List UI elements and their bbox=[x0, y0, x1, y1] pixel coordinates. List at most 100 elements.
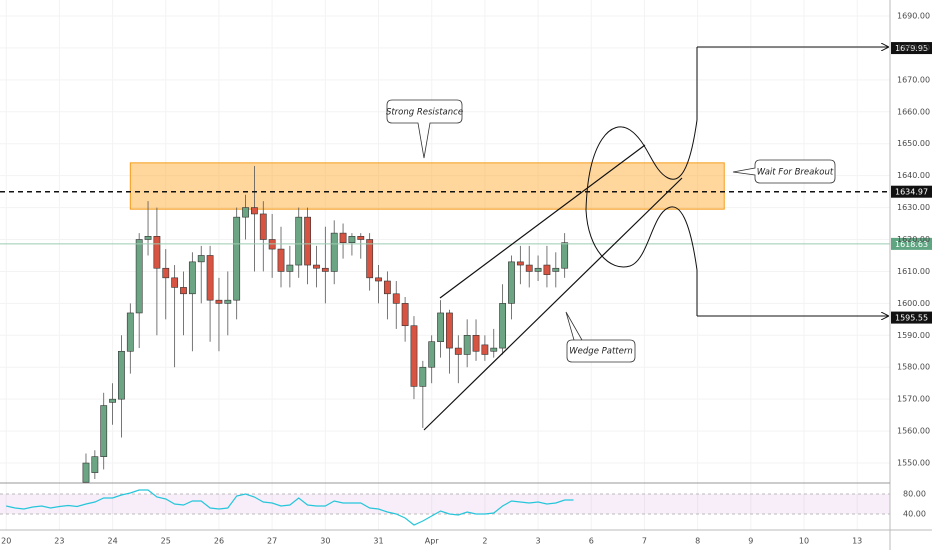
rsi-tick-label: 40.00 bbox=[903, 510, 926, 519]
y-tick-label: 1660.00 bbox=[897, 107, 930, 116]
candle-body bbox=[330, 232, 338, 272]
x-tick-label: 24 bbox=[107, 537, 117, 546]
candle-body bbox=[259, 213, 267, 240]
callouts bbox=[386, 99, 836, 363]
x-tick-label: 9 bbox=[748, 537, 753, 546]
candle-body bbox=[534, 267, 542, 272]
price-label: 1634.97 bbox=[895, 188, 928, 197]
y-tick-label: 1650.00 bbox=[897, 139, 930, 148]
y-tick-label: 1670.00 bbox=[897, 75, 930, 84]
candle-body bbox=[392, 293, 400, 304]
candle-body bbox=[419, 366, 427, 387]
candle-body bbox=[91, 456, 99, 473]
candle-body bbox=[375, 277, 382, 282]
candle-body bbox=[383, 280, 391, 295]
candle-body bbox=[401, 303, 409, 327]
x-tick-label: 13 bbox=[852, 537, 862, 546]
axes: 1550.00 1560.00 1570.00 1580.00 1590.00 1600.… bbox=[1, 11, 930, 545]
price-label-bg bbox=[891, 185, 932, 198]
candle-body bbox=[357, 236, 365, 240]
candle-body bbox=[295, 216, 303, 266]
candle-body bbox=[499, 303, 507, 349]
x-tick-label: 31 bbox=[373, 537, 383, 546]
annotation: Wait For Breakout bbox=[757, 168, 834, 178]
candle-body bbox=[508, 261, 515, 304]
candle-body bbox=[516, 261, 524, 266]
candle-body bbox=[135, 239, 143, 314]
candle-body bbox=[180, 287, 187, 295]
candle-body bbox=[437, 312, 444, 342]
breakout-curve-down bbox=[585, 206, 698, 271]
resistance-zone bbox=[129, 162, 725, 210]
candle-body bbox=[197, 255, 205, 263]
x-tick-label: 10 bbox=[799, 537, 809, 546]
y-tick-label: 1640.00 bbox=[897, 171, 930, 180]
candle-body bbox=[233, 216, 241, 301]
candle-body bbox=[446, 312, 453, 349]
drawings bbox=[423, 47, 888, 431]
candle-body bbox=[552, 267, 560, 272]
candle-body bbox=[463, 335, 471, 355]
candle-body bbox=[428, 341, 436, 368]
candle-body bbox=[144, 236, 152, 240]
price-label-bg bbox=[891, 237, 932, 250]
x-tick-label: 6 bbox=[589, 537, 594, 546]
candle-body bbox=[251, 207, 258, 215]
candle-body bbox=[277, 248, 285, 272]
levels: 1618.63 1634.97 1679.95 1595.55 bbox=[0, 42, 932, 324]
candle-body bbox=[304, 216, 312, 266]
y-tick-label: 1630.00 bbox=[897, 203, 930, 212]
x-tick-label: 8 bbox=[695, 537, 700, 546]
x-tick-label: 20 bbox=[1, 537, 11, 546]
wedge-upper bbox=[439, 144, 646, 299]
candle-body bbox=[188, 261, 196, 295]
x-tick-label: 7 bbox=[642, 537, 647, 546]
candle-body bbox=[321, 267, 329, 272]
candle-body bbox=[490, 347, 498, 352]
x-tick-label: Apr bbox=[425, 537, 440, 546]
candle-body bbox=[525, 264, 533, 272]
x-tick-label: 2 bbox=[482, 537, 487, 546]
candle-body bbox=[206, 255, 214, 301]
annotation: Strong Resistance bbox=[386, 108, 463, 118]
candle-body bbox=[82, 462, 90, 483]
candle-body bbox=[126, 312, 134, 352]
y-tick-label: 1610.00 bbox=[897, 267, 930, 276]
x-tick-label: 30 bbox=[320, 537, 330, 546]
price-label-bg bbox=[891, 42, 932, 55]
y-tick-label: 1580.00 bbox=[897, 363, 930, 372]
candle-body bbox=[118, 350, 125, 400]
rsi-tick-label: 80.00 bbox=[903, 490, 926, 499]
candle-body bbox=[153, 236, 161, 269]
candle-body bbox=[410, 325, 418, 387]
wedge-lower bbox=[423, 177, 683, 431]
callout-resistance bbox=[386, 99, 463, 159]
price-label: 1595.55 bbox=[895, 314, 928, 323]
price-label-bg bbox=[891, 311, 932, 324]
candle-body bbox=[215, 299, 223, 304]
x-tick-label: 3 bbox=[536, 537, 541, 546]
y-tick-label: 1680.00 bbox=[897, 43, 930, 52]
candle-body bbox=[561, 242, 569, 269]
price-label: 1618.63 bbox=[895, 240, 928, 249]
rsi-line bbox=[6, 489, 574, 526]
zone-layer bbox=[129, 162, 725, 210]
rsi-band bbox=[0, 494, 890, 514]
breakout-curve-up bbox=[585, 119, 698, 211]
x-tick-label: 25 bbox=[161, 537, 171, 546]
candle-body bbox=[366, 239, 374, 279]
y-tick-label: 1560.00 bbox=[897, 427, 930, 436]
candle-body bbox=[109, 398, 116, 403]
y-tick-label: 1590.00 bbox=[897, 331, 930, 340]
price-label: 1679.95 bbox=[895, 44, 928, 53]
rsi-pane bbox=[0, 489, 890, 526]
y-tick-label: 1570.00 bbox=[897, 395, 930, 404]
grid bbox=[0, 0, 890, 530]
candle-body bbox=[224, 299, 232, 304]
candle-body bbox=[339, 232, 347, 243]
candle-body bbox=[171, 277, 179, 288]
x-tick-label: 26 bbox=[214, 537, 224, 546]
candle-body bbox=[454, 347, 462, 355]
x-tick-label: 27 bbox=[267, 537, 277, 546]
